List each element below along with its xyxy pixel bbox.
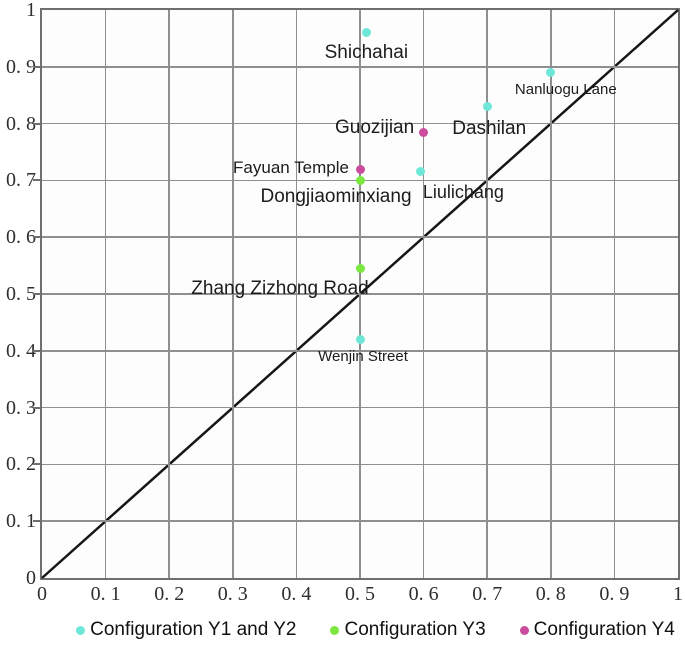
legend-label: Configuration Y4 [533, 619, 675, 640]
gridline-horizontal [42, 236, 678, 238]
x-axis-tick-label: 0. 6 [408, 583, 439, 605]
gridline-horizontal [42, 350, 678, 352]
x-axis-tick-label: 0. 1 [90, 583, 121, 605]
y-axis-tick-label: 0. 9 [6, 55, 36, 78]
legend-marker-y1y2-icon [76, 625, 86, 635]
gridline-horizontal [42, 66, 678, 68]
legend-marker-y3-icon [330, 625, 340, 635]
data-point-dashilan [482, 102, 492, 112]
point-label-shichahai: Shichahai [324, 41, 409, 63]
x-axis-tick-label: 0 [37, 583, 47, 605]
data-point-nanluogu-lane [546, 67, 556, 77]
legend-item-config-y3: Configuration Y3 [330, 619, 486, 641]
x-axis-tick-label: 0. 7 [472, 583, 503, 605]
legend-label: Configuration Y3 [344, 619, 486, 640]
point-label-nanluogu-lane: Nanluogu Lane [514, 81, 617, 99]
legend-marker-y4-icon [519, 625, 529, 635]
point-label-guozijian: Guozijian [334, 117, 415, 139]
plot-area: Shichahai Nanluogu Lane Dashilan Liulichang… [40, 8, 680, 580]
point-label-dashilan: Dashilan [452, 117, 527, 139]
y-axis-tick-label: 0. 7 [6, 169, 36, 192]
point-label-fayuan-temple: Fayuan Temple [233, 158, 349, 178]
y-axis-tick-mark [33, 122, 40, 125]
y-axis-tick-mark [33, 179, 40, 182]
y-axis-tick-label: 0. 1 [6, 510, 36, 533]
x-axis-tick-label: 1 [673, 583, 683, 605]
y-axis-tick-mark [33, 463, 40, 466]
gridline-horizontal [42, 520, 678, 522]
point-label-liulichang: Liulichang [422, 181, 504, 202]
x-axis-tick-label: 0. 5 [345, 583, 375, 605]
point-label-dongjiaominxiang: Dongjiaominxiang [260, 186, 412, 208]
legend: Configuration Y1 and Y2 Configuration Y3… [0, 619, 685, 641]
legend-label: Configuration Y1 and Y2 [90, 619, 297, 640]
gridline-horizontal [42, 406, 678, 409]
y-axis-tick-label: 0. 5 [6, 283, 36, 305]
data-point-fayuan-temple [355, 164, 365, 174]
point-label-wenjin-street: Wenjin Street [318, 348, 408, 366]
data-point-guozijian [419, 127, 429, 137]
y-axis-tick-mark [33, 349, 40, 352]
data-point-liulichang [415, 167, 425, 177]
y-axis-tick-label: 0 [26, 567, 36, 589]
y-axis-tick-mark [33, 293, 40, 295]
y-axis-tick-label: 0. 4 [6, 339, 36, 362]
x-axis-tick-label: 0. 4 [281, 583, 312, 605]
y-axis-tick-label: 0. 8 [6, 112, 36, 135]
y-axis-tick-mark [33, 406, 40, 409]
y-axis-tick-mark [33, 236, 40, 239]
legend-item-config-y4: Configuration Y4 [519, 619, 675, 641]
y-axis-tick-label: 0. 3 [6, 396, 36, 419]
y-axis-tick-label: 1 [26, 0, 36, 21]
y-axis-tick-label: 0. 2 [6, 453, 36, 476]
data-point-zhang-zizhong-road [355, 263, 365, 273]
gridline-horizontal [42, 122, 678, 125]
gridline-horizontal [42, 293, 678, 295]
x-axis-tick-label: 0. 2 [154, 583, 185, 605]
data-point-dongjiaominxiang [355, 175, 365, 185]
y-axis-tick-mark [33, 520, 40, 523]
data-point-shichahai [361, 28, 371, 38]
x-axis-tick-label: 0. 9 [599, 583, 630, 605]
y-axis-tick-label: 0. 6 [6, 226, 36, 249]
x-axis-tick-label: 0. 8 [535, 583, 566, 605]
legend-item-config-y1y2: Configuration Y1 and Y2 [76, 619, 296, 641]
point-label-zhang-zizhong-road: Zhang Zizhong Road [191, 278, 369, 300]
x-axis-tick-label: 0. 3 [217, 583, 248, 605]
data-point-wenjin-street [355, 334, 365, 344]
y-axis-tick-mark [33, 65, 40, 68]
gridline-horizontal [42, 463, 678, 466]
